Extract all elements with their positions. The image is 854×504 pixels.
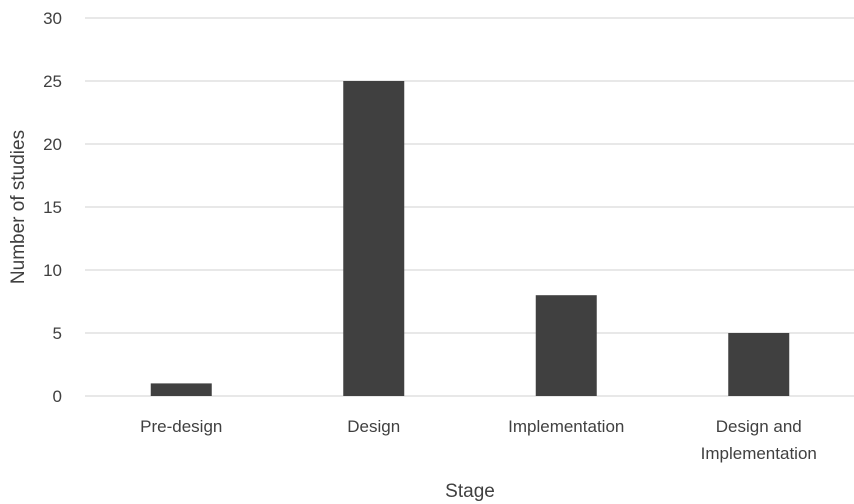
x-tick-label: Design and Implementation <box>701 417 817 463</box>
gridlines <box>85 17 854 397</box>
y-tick-label: 20 <box>43 135 62 154</box>
x-axis-title: Stage <box>445 481 495 502</box>
x-tick-label-line: Design <box>347 417 400 436</box>
bar-pre-design <box>150 383 212 396</box>
y-axis-title: Number of studies <box>8 130 29 284</box>
y-tick-label: 5 <box>53 324 62 343</box>
y-axis-tick-labels: 0 5 10 15 20 25 30 <box>43 9 62 406</box>
y-tick-label: 10 <box>43 261 62 280</box>
y-tick-label: 25 <box>43 72 62 91</box>
x-tick-label-line: Implementation <box>701 444 817 463</box>
y-tick-label: 15 <box>43 198 62 217</box>
x-tick-label-line: Implementation <box>508 417 624 436</box>
x-axis-tick-labels: Pre-design Design Implementation Design and… <box>140 417 817 463</box>
x-tick-label: Design <box>347 417 400 436</box>
y-tick-label: 0 <box>53 387 62 406</box>
x-tick-label-line: Pre-design <box>140 417 222 436</box>
y-tick-label: 30 <box>43 9 62 28</box>
x-tick-label-line: Design and <box>716 417 802 436</box>
bar-design <box>343 81 405 396</box>
x-tick-label: Implementation <box>508 417 624 436</box>
bars <box>150 81 790 396</box>
bar-implementation <box>535 295 597 396</box>
bar-design-and-implementation <box>728 333 790 396</box>
x-tick-label: Pre-design <box>140 417 222 436</box>
